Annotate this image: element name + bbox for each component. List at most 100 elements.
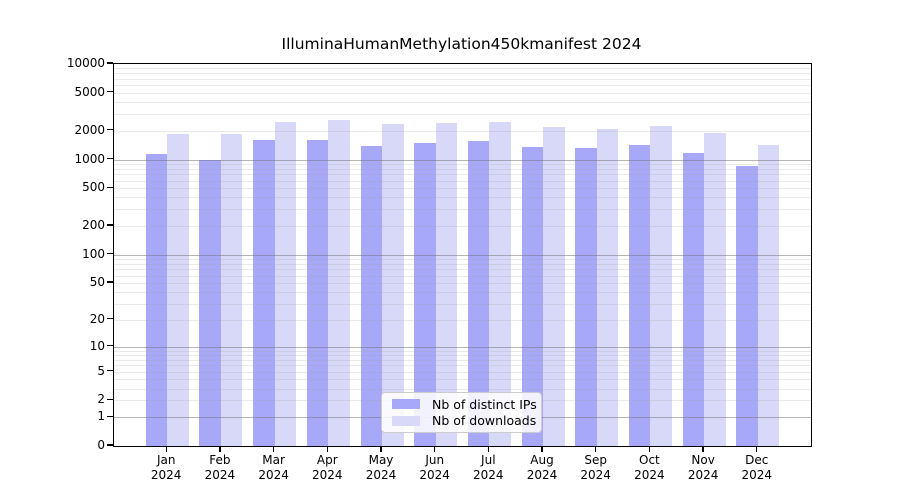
y-tick-label-1000: 1000 bbox=[74, 151, 105, 166]
y-tick-mark bbox=[107, 415, 113, 417]
x-tick-label-jun: Jun 2024 bbox=[419, 453, 450, 482]
bar-downloads-sep bbox=[596, 128, 619, 446]
y-tick-mark bbox=[107, 318, 113, 320]
legend: Nb of distinct IPs Nb of downloads bbox=[381, 392, 542, 433]
bar-distinct-ips-sep bbox=[575, 148, 597, 446]
gridline bbox=[114, 258, 811, 260]
y-tick-label-5: 5 bbox=[97, 363, 105, 378]
gridline bbox=[114, 92, 811, 94]
legend-label-downloads: Nb of downloads bbox=[432, 413, 537, 429]
legend-swatch-downloads bbox=[392, 415, 420, 426]
gridline bbox=[114, 197, 811, 199]
y-tick-mark bbox=[107, 370, 113, 372]
gridline bbox=[114, 85, 811, 87]
gridline bbox=[114, 269, 811, 271]
y-tick-mark bbox=[107, 62, 113, 64]
gridline bbox=[114, 226, 811, 227]
x-tick-mark bbox=[487, 446, 489, 452]
y-tick-label-0: 0 bbox=[97, 438, 105, 452]
bar-distinct-ips-jul bbox=[467, 141, 490, 446]
bar-downloads-feb bbox=[220, 133, 243, 446]
y-tick-mark bbox=[107, 186, 113, 188]
y-tick-mark bbox=[107, 252, 113, 255]
x-tick-mark bbox=[434, 446, 436, 452]
y-tick-label-1: 1 bbox=[97, 409, 105, 424]
y-tick-mark bbox=[107, 157, 113, 160]
y-tick-label-100: 100 bbox=[82, 246, 105, 261]
bar-distinct-ips-dec bbox=[736, 166, 758, 446]
x-tick-label-oct: Oct 2024 bbox=[634, 453, 665, 482]
gridline bbox=[114, 73, 811, 75]
x-tick-label-sep: Sep 2024 bbox=[580, 453, 611, 482]
gridline bbox=[114, 130, 811, 132]
gridline bbox=[114, 388, 811, 390]
bar-downloads-jun bbox=[435, 123, 458, 446]
bar-distinct-ips-oct bbox=[629, 145, 651, 446]
gridline bbox=[114, 168, 811, 170]
bar-distinct-ips-mar bbox=[253, 140, 275, 446]
x-tick-label-apr: Apr 2024 bbox=[312, 453, 343, 482]
x-tick-label-jul: Jul 2024 bbox=[473, 453, 504, 482]
x-tick-mark bbox=[702, 446, 704, 452]
bar-downloads-jul bbox=[489, 122, 511, 446]
x-tick-label-jan: Jan 2024 bbox=[150, 453, 182, 482]
x-tick-mark bbox=[219, 446, 221, 452]
bar-distinct-ips-jun bbox=[414, 142, 436, 446]
y-tick-label-10: 10 bbox=[89, 338, 105, 353]
x-tick-mark bbox=[648, 446, 651, 452]
gridline bbox=[114, 188, 811, 190]
x-tick-label-feb: Feb 2024 bbox=[204, 453, 236, 482]
legend-label-distinct-ips: Nb of distinct IPs bbox=[432, 396, 537, 412]
y-tick-mark bbox=[107, 398, 113, 401]
bar-distinct-ips-apr bbox=[306, 140, 329, 446]
chart-title: IlluminaHumanMethylation450kmanifest 202… bbox=[281, 35, 642, 53]
gridline bbox=[114, 303, 811, 305]
bar-downloads-aug bbox=[543, 127, 565, 446]
gridline bbox=[114, 180, 811, 182]
x-tick-mark bbox=[326, 446, 328, 452]
x-tick-mark bbox=[541, 446, 543, 452]
x-tick-label-aug: Aug 2024 bbox=[526, 453, 558, 482]
y-tick-label-5000: 5000 bbox=[74, 84, 105, 99]
y-tick-label-10000: 10000 bbox=[66, 56, 105, 70]
bar-downloads-mar bbox=[274, 121, 297, 446]
gridline bbox=[114, 282, 811, 284]
gridline bbox=[114, 163, 811, 165]
y-tick-mark bbox=[107, 281, 113, 283]
gridline bbox=[114, 359, 811, 361]
gridline bbox=[114, 174, 811, 176]
y-tick-label-20: 20 bbox=[89, 311, 105, 326]
gridline bbox=[114, 365, 811, 367]
y-tick-mark bbox=[107, 344, 113, 347]
x-tick-mark bbox=[756, 446, 758, 452]
gridline bbox=[114, 275, 811, 277]
bar-distinct-ips-feb bbox=[199, 159, 221, 446]
bar-downloads-jan bbox=[167, 133, 189, 446]
gridline bbox=[114, 209, 811, 211]
gridline bbox=[114, 78, 811, 80]
gridline bbox=[114, 102, 811, 103]
x-tick-label-may: May 2024 bbox=[365, 453, 397, 482]
gridline bbox=[114, 371, 811, 373]
gridline bbox=[114, 292, 811, 293]
bar-downloads-nov bbox=[704, 132, 726, 446]
gridline bbox=[114, 350, 811, 352]
y-tick-label-2: 2 bbox=[97, 392, 105, 407]
gridline bbox=[114, 346, 811, 348]
y-tick-mark bbox=[107, 129, 113, 131]
bar-distinct-ips-aug bbox=[521, 147, 544, 446]
y-tick-mark bbox=[107, 224, 113, 226]
legend-swatch-distinct-ips bbox=[392, 399, 420, 410]
y-tick-mark bbox=[107, 444, 113, 446]
legend-item-downloads: Nb of downloads bbox=[382, 413, 541, 428]
bar-downloads-apr bbox=[328, 119, 350, 446]
bar-downloads-oct bbox=[650, 125, 672, 446]
x-tick-mark bbox=[165, 446, 167, 452]
bar-distinct-ips-jan bbox=[145, 153, 168, 446]
x-tick-mark bbox=[595, 446, 597, 452]
x-tick-mark bbox=[380, 446, 382, 452]
x-tick-label-mar: Mar 2024 bbox=[258, 453, 289, 482]
bar-distinct-ips-nov bbox=[682, 153, 705, 446]
x-tick-label-nov: Nov 2024 bbox=[687, 453, 719, 482]
